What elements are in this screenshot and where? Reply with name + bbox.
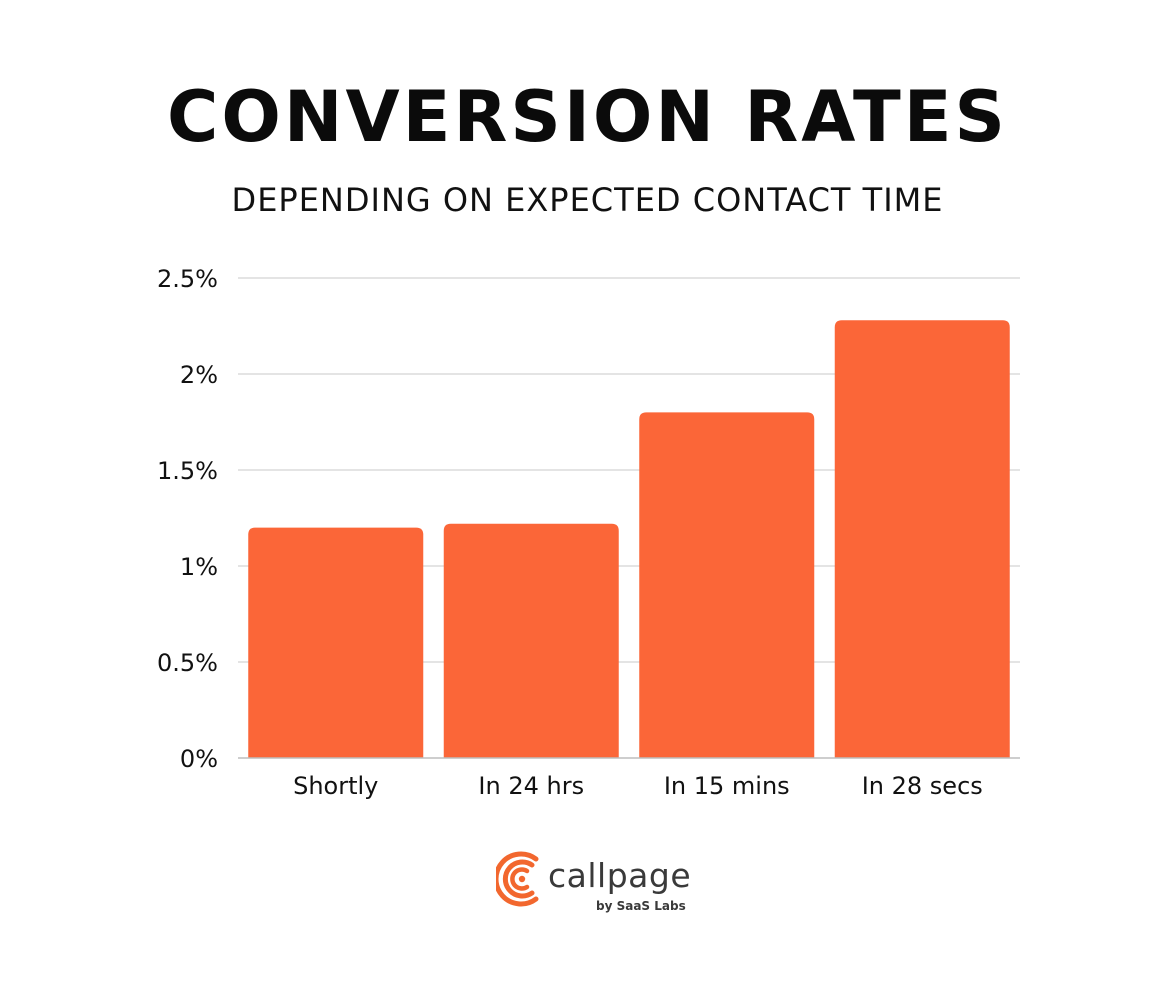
bar-shortly <box>248 527 424 758</box>
x-tick-label: In 28 secs <box>862 772 983 800</box>
y-tick-label: 1% <box>180 553 218 581</box>
bars <box>248 320 1010 758</box>
bar-in-15-mins <box>639 412 815 758</box>
x-tick-label: Shortly <box>293 772 378 800</box>
chart-subtitle: DEPENDING ON EXPECTED CONTACT TIME <box>231 181 944 219</box>
y-tick-label: 2% <box>180 361 218 389</box>
y-tick-label: 1.5% <box>157 457 218 485</box>
x-tick-label: In 24 hrs <box>478 772 584 800</box>
chart-title: CONVERSION RATES <box>167 76 1008 158</box>
bar-in-24-hrs <box>443 523 619 758</box>
bar-in-28-secs <box>834 320 1010 758</box>
logo-tagline: by SaaS Labs <box>596 899 686 913</box>
y-tick-label: 0.5% <box>157 649 218 677</box>
y-tick-label: 2.5% <box>157 265 218 293</box>
y-axis-tick-labels: 0% 0.5% 1% 1.5% 2% 2.5% <box>157 265 218 773</box>
x-axis-tick-labels: Shortly In 24 hrs In 15 mins In 28 secs <box>293 772 983 800</box>
y-tick-label: 0% <box>180 745 218 773</box>
callpage-logo: callpage by SaaS Labs <box>496 848 696 918</box>
x-tick-label: In 15 mins <box>664 772 790 800</box>
phone-target-icon <box>496 851 539 907</box>
logo-wordmark: callpage <box>548 856 692 895</box>
